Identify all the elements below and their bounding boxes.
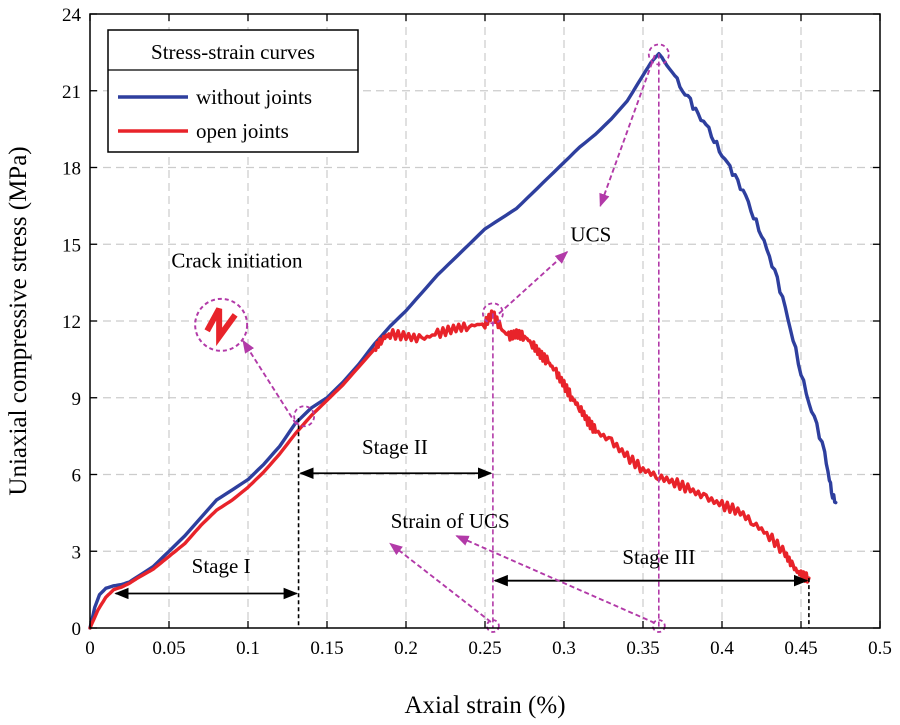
x-tick-label: 0.5 (868, 638, 892, 659)
crack-initiation-label: Crack initiation (171, 248, 303, 272)
strain-ucs-intact-arrow (455, 535, 656, 624)
x-tick-label: 0 (85, 638, 95, 659)
series-line-without-joints (88, 52, 838, 630)
crack-icon-circle (194, 297, 249, 352)
crack-icon (204, 307, 238, 347)
ucs-label: UCS (570, 223, 611, 247)
x-tick-label: 0.15 (310, 638, 343, 659)
legend-label-without-joints: without joints (196, 85, 312, 109)
x-tick-label: 0.35 (626, 638, 659, 659)
stage-3-label: Stage III (622, 545, 695, 569)
x-tick-label: 0.25 (468, 638, 501, 659)
annotation-layer: Stage I Stage II Stage III Crack initiation… (114, 43, 810, 633)
legend-label-open-joints: open joints (196, 119, 289, 143)
y-tick-label: 6 (72, 466, 82, 487)
ucs-open-arrow (498, 251, 569, 315)
strain-ucs-open-arrow (389, 542, 492, 623)
y-tick-label: 21 (62, 82, 81, 103)
tick-layer: 0 0.05 0.1 0.15 0.2 0.25 0.3 0.35 0.4 0.45 0.5 0 3 6 9… (62, 5, 892, 659)
series-layer (88, 52, 838, 630)
x-axis-title: Axial strain (%) (404, 692, 565, 719)
ucs-intact-arrow (599, 54, 656, 208)
stage-1-label: Stage I (192, 554, 251, 578)
y-axis-title: Uniaxial compressive stress (MPa) (5, 146, 32, 495)
strain-ucs-intact-marker (651, 619, 666, 633)
ucs-intact-marker (647, 43, 670, 66)
x-tick-label: 0.1 (236, 638, 260, 659)
x-tick-label: 0.3 (552, 638, 576, 659)
x-tick-label: 0.2 (394, 638, 418, 659)
y-tick-label: 24 (62, 5, 82, 26)
stage-2-label: Stage II (362, 435, 428, 459)
strain-of-ucs-label: Strain of UCS (391, 509, 510, 533)
x-tick-label: 0.05 (152, 638, 185, 659)
series-line-open-joints (88, 309, 811, 630)
ucs-open-marker (481, 302, 504, 325)
crack-initiation-arrow (242, 339, 297, 425)
x-tick-label: 0.45 (784, 638, 817, 659)
legend: Stress-strain curves without joints open… (107, 29, 359, 153)
strain-ucs-open-marker (485, 619, 500, 633)
y-tick-label: 15 (62, 235, 81, 256)
y-tick-label: 18 (62, 159, 81, 180)
y-tick-label: 3 (72, 542, 82, 563)
y-tick-label: 0 (72, 619, 82, 640)
legend-title: Stress-strain curves (151, 40, 315, 64)
x-tick-label: 0.4 (710, 638, 734, 659)
y-tick-label: 9 (72, 389, 82, 410)
crack-initiation-marker (293, 405, 316, 428)
y-tick-label: 12 (62, 312, 81, 333)
